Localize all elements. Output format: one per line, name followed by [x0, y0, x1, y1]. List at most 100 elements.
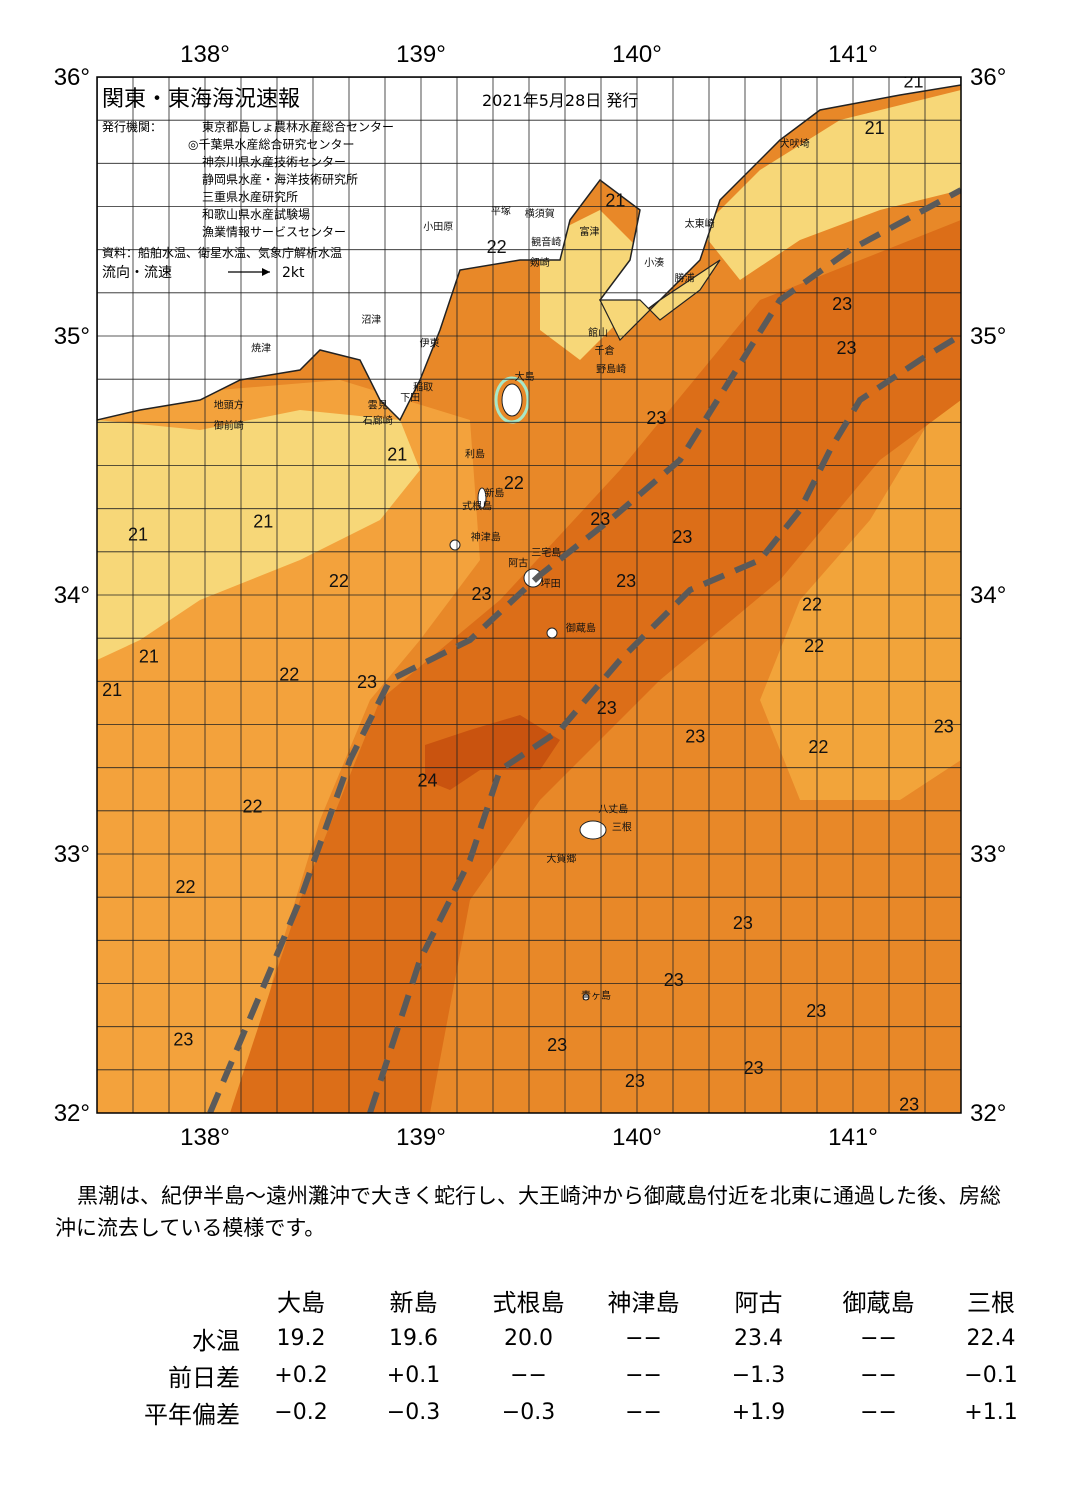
lon-axis-label: 139°: [396, 1124, 446, 1151]
land-boso: [599, 259, 721, 342]
table-cell: 19.6: [389, 1326, 438, 1351]
place-label: 観音崎: [531, 235, 561, 248]
issuer-item: 漁業情報サービスセンター: [202, 225, 346, 239]
place-label: 神津島: [471, 531, 501, 544]
temperature-label: 21: [387, 444, 407, 464]
issuer-item: 東京都島しょ農林水産総合センター: [202, 119, 394, 134]
place-label: 富津: [579, 225, 599, 238]
place-label: 館山: [588, 326, 608, 339]
kuroshio-description: 黒潮は、紀伊半島～遠州灘沖で大きく蛇行し、大王崎沖から御蔵島付近を北東に通過した…: [55, 1184, 1001, 1240]
island-aogashima: [582, 993, 590, 1001]
table-cell: −0.3: [501, 1400, 556, 1425]
place-label: 御前崎: [214, 419, 244, 432]
table-cell: 22.4: [966, 1326, 1016, 1351]
table-cell: −−: [625, 1363, 662, 1388]
issuer-item: 和歌山県水産試験場: [202, 207, 310, 222]
data-source: 資料：船舶水温、衛星水温、気象庁解析水温: [102, 245, 342, 260]
temperature-label: 21: [102, 680, 122, 700]
temperature-labels: 21 21 21 21 22 23 23 23 21 22 21 21 23 23 22 23 23 22 22 21…: [102, 61, 954, 1113]
temperature-label: 23: [832, 294, 852, 314]
island-mikurajima: [546, 627, 558, 639]
temperature-label: 23: [590, 509, 610, 529]
table-cell: −0.2: [274, 1400, 328, 1425]
temperature-label: 21: [139, 646, 159, 666]
table-corner: [60, 1280, 246, 1320]
column-header: 大島: [277, 1288, 325, 1317]
kuroshio-path-inner: [207, 187, 961, 1113]
place-label: 下田: [400, 393, 420, 404]
table-cell: −1.3: [731, 1363, 786, 1388]
place-label: 小田原: [423, 221, 453, 233]
flow-scale-label: 2kt: [282, 265, 305, 281]
sst-zone-22-east: [760, 330, 961, 800]
place-label: 千倉: [595, 344, 615, 357]
issuer-label: 発行機関：: [102, 119, 162, 134]
place-label: 稲取: [413, 381, 433, 393]
temperature-label: 21: [605, 191, 625, 211]
axis-labels: 138° 138° 139° 139° 140° 140° 141° 141° 36° 36° 35…: [54, 41, 1007, 1151]
map-frame: [96, 76, 962, 1114]
row-label: 平年偏差: [144, 1401, 240, 1429]
temperature-label: 22: [329, 571, 349, 591]
column-header: 新島: [389, 1288, 438, 1317]
lon-axis-label: 140°: [612, 41, 662, 68]
issuer-item: 三重県水産研究所: [202, 189, 298, 204]
flow-scale-arrowhead: [262, 268, 270, 276]
temperature-label: 21: [903, 71, 923, 91]
table-cell: −−: [625, 1400, 662, 1425]
place-label: 式根島: [462, 500, 492, 513]
table-cell: +0.2: [274, 1363, 328, 1388]
place-label: 雲見: [368, 400, 388, 412]
temperature-label: 23: [357, 672, 377, 692]
issuer-item: 神奈川県水産技術センター: [202, 154, 346, 169]
temperature-label: 22: [804, 636, 824, 656]
table-cell: +1.1: [964, 1400, 1018, 1425]
place-label: 剱崎: [530, 256, 550, 269]
table-cell: 20.0: [504, 1326, 553, 1351]
observation-table-header: 大島 新島 式根島 神津島 阿古 御蔵島 三根: [60, 1280, 1041, 1320]
place-label: 沼津: [361, 313, 381, 326]
temperature-label: 23: [616, 571, 636, 591]
temperature-label: 21: [865, 118, 885, 138]
island-kozushima: [449, 539, 461, 551]
table-cell: 19.2: [276, 1326, 326, 1351]
lat-axis-label: 36°: [54, 64, 90, 91]
map-title: 関東・東海海況速報: [102, 87, 300, 112]
island-oshima: [501, 383, 523, 417]
island-niijima: [477, 487, 487, 509]
table-cell: −−: [625, 1326, 662, 1351]
temperature-label: 21: [253, 512, 273, 532]
place-label: 坪田: [541, 577, 561, 590]
table-cell: −−: [860, 1363, 897, 1388]
place-label: 新島: [484, 487, 504, 500]
temperature-label: 23: [934, 716, 954, 736]
issuer-item: 静岡県水産・海洋技術研究所: [202, 172, 358, 187]
lon-axis-label: 141°: [828, 1124, 878, 1151]
place-label: 横須賀: [525, 207, 555, 220]
temperature-label: 23: [625, 1071, 645, 1091]
sea-temperature-map: 21 21 21 21 22 23 23 23 21 22 21 21 23 23 22 23 23 22 22 21…: [54, 41, 1007, 1151]
place-label: 小湊: [644, 256, 664, 269]
table-cell: +1.9: [731, 1400, 786, 1425]
table-cell: +0.1: [386, 1363, 441, 1388]
temperature-label: 22: [176, 877, 196, 897]
place-label: 大島: [515, 370, 535, 383]
lat-axis-label: 34°: [970, 582, 1006, 609]
island-hachijojima: [579, 820, 607, 840]
place-label: 勝浦: [675, 272, 695, 285]
table-cell: −−: [510, 1363, 547, 1388]
lat-axis-label: 34°: [54, 582, 90, 609]
lon-axis-label: 138°: [180, 41, 230, 68]
sst-zone-21: [97, 410, 420, 660]
temperature-label: 23: [733, 913, 753, 933]
temperature-label: 22: [243, 797, 263, 817]
issuer-list: 東京都島しょ農林水産総合センター ◎千葉県水産総合研究センター神奈川県水産技術セン…: [188, 119, 394, 239]
column-header: 御蔵島: [842, 1288, 915, 1317]
lon-axis-label: 139°: [396, 41, 446, 68]
temperature-label: 23: [471, 584, 491, 604]
place-label: 青ヶ島: [581, 989, 611, 1002]
temperature-label: 21: [869, 61, 889, 81]
temperature-label: 23: [685, 727, 705, 747]
place-label: 犬吠埼: [780, 137, 810, 150]
